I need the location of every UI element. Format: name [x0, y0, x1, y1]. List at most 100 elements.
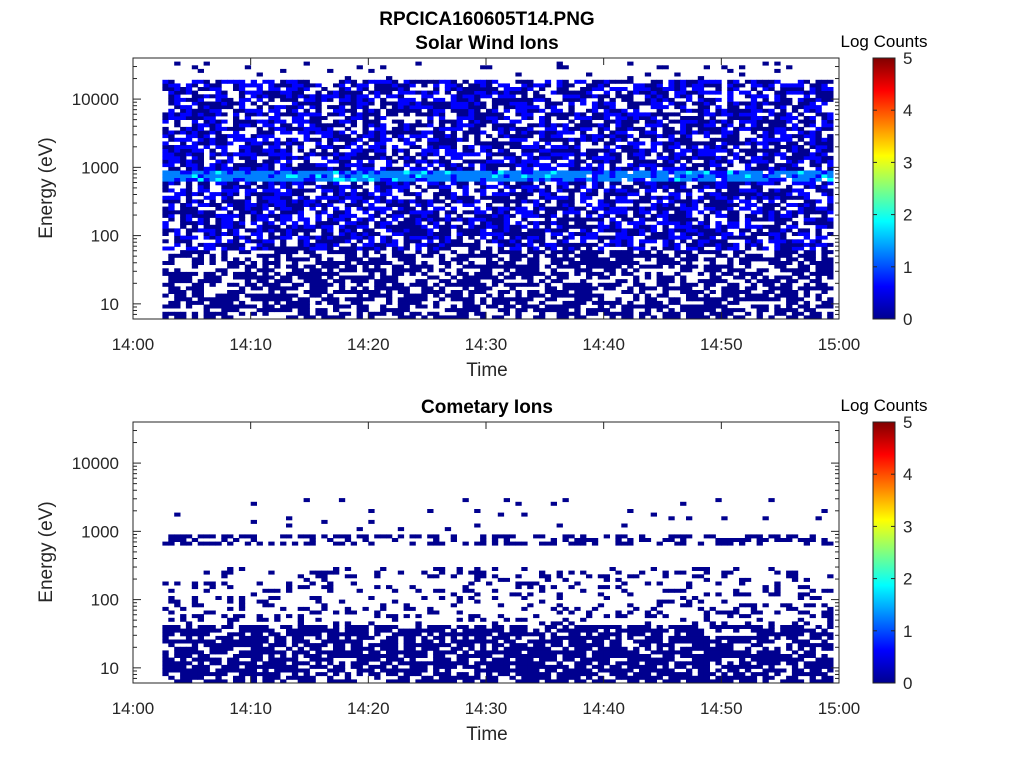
heatmap-cell	[780, 90, 787, 95]
heatmap-cell	[568, 286, 575, 291]
heatmap-cell	[221, 101, 228, 106]
heatmap-cell	[433, 112, 440, 117]
heatmap-cell	[356, 137, 363, 142]
heatmap-cell	[539, 170, 546, 175]
heatmap-cell	[197, 221, 204, 226]
heatmap-cell	[321, 87, 328, 91]
heatmap-cell	[521, 137, 528, 142]
heatmap-cell	[515, 195, 522, 200]
heatmap-cell	[274, 235, 281, 240]
heatmap-cell	[627, 242, 634, 247]
heatmap-cell	[221, 126, 228, 131]
heatmap-cell	[615, 279, 622, 284]
heatmap-cell	[544, 97, 552, 102]
heatmap-cell	[262, 228, 269, 233]
heatmap-cell	[456, 224, 463, 229]
heatmap-cell	[297, 235, 304, 240]
heatmap-cell	[303, 155, 310, 160]
heatmap-cell	[303, 250, 310, 255]
heatmap-cell	[180, 105, 187, 110]
heatmap-cell	[291, 271, 299, 276]
heatmap-cell	[233, 221, 240, 226]
heatmap-cell	[750, 188, 758, 193]
heatmap-cell	[380, 224, 387, 229]
heatmap-cell	[580, 137, 587, 142]
heatmap-cell	[691, 166, 699, 171]
heatmap-cell	[338, 166, 346, 171]
heatmap-cell	[168, 94, 175, 99]
heatmap-cell	[603, 261, 610, 265]
heatmap-cell	[762, 224, 769, 229]
heatmap-cell	[338, 170, 346, 175]
heatmap-cell	[315, 253, 322, 258]
heatmap-cell	[721, 228, 728, 233]
heatmap-cell	[333, 239, 340, 244]
heatmap-cell	[180, 137, 187, 142]
heatmap-cell	[497, 130, 505, 135]
heatmap-cell	[750, 271, 758, 276]
heatmap-cell	[280, 94, 287, 99]
heatmap-cell	[574, 224, 581, 229]
heatmap-cell	[227, 152, 234, 157]
heatmap-cell	[315, 235, 322, 240]
heatmap-cell	[539, 174, 546, 178]
heatmap-cell	[233, 297, 240, 302]
heatmap-cell	[650, 232, 657, 236]
heatmap-cell	[274, 174, 281, 178]
heatmap-cell	[644, 112, 652, 117]
heatmap-cell	[438, 235, 446, 240]
heatmap-cell	[462, 279, 469, 284]
heatmap-cell	[562, 174, 569, 178]
heatmap-cell	[721, 264, 728, 269]
heatmap-cell	[438, 297, 446, 302]
heatmap-cell	[427, 213, 434, 218]
heatmap-cell	[374, 311, 381, 316]
heatmap-cell	[721, 232, 728, 236]
heatmap-cell	[415, 311, 422, 316]
heatmap-cell	[597, 275, 605, 280]
heatmap-cell	[639, 246, 646, 251]
heatmap-cell	[391, 108, 399, 113]
heatmap-cell	[750, 177, 758, 182]
heatmap-cell	[286, 94, 293, 99]
heatmap-cell	[503, 308, 510, 313]
heatmap-cell	[362, 174, 369, 178]
heatmap-cell	[433, 159, 440, 164]
heatmap-cell	[515, 232, 522, 236]
heatmap-cell	[221, 94, 228, 99]
heatmap-cell	[297, 268, 304, 273]
heatmap-cell	[686, 195, 693, 200]
heatmap-cell	[668, 181, 675, 186]
heatmap-cell	[233, 199, 240, 204]
heatmap-cell	[174, 105, 181, 110]
heatmap-cell	[185, 217, 193, 222]
heatmap-cell	[580, 130, 587, 135]
heatmap-cell	[303, 279, 310, 284]
heatmap-cell	[185, 184, 193, 189]
heatmap-cell	[744, 108, 752, 113]
heatmap-cell	[603, 177, 610, 182]
heatmap-cell	[468, 199, 475, 204]
heatmap-cell	[209, 271, 216, 276]
heatmap-cell	[268, 134, 275, 139]
heatmap-cell	[350, 148, 357, 153]
heatmap-cell	[521, 192, 528, 197]
heatmap-cell	[503, 239, 510, 244]
heatmap-cell	[680, 279, 687, 284]
heatmap-cell	[733, 105, 740, 110]
heatmap-cell	[438, 253, 446, 258]
heatmap-cell	[774, 174, 781, 178]
heatmap-cell	[244, 199, 252, 204]
heatmap-cell	[591, 261, 599, 265]
heatmap-cell	[709, 145, 716, 149]
heatmap-cell	[503, 311, 510, 316]
heatmap-cell	[427, 242, 434, 247]
heatmap-cell	[456, 155, 463, 160]
heatmap-cell	[262, 90, 269, 95]
heatmap-cell	[586, 155, 593, 160]
heatmap-cell	[691, 184, 699, 189]
heatmap-cell	[203, 116, 210, 120]
heatmap-cell	[497, 297, 505, 302]
heatmap-cell	[674, 79, 681, 84]
heatmap-cell	[662, 105, 669, 110]
